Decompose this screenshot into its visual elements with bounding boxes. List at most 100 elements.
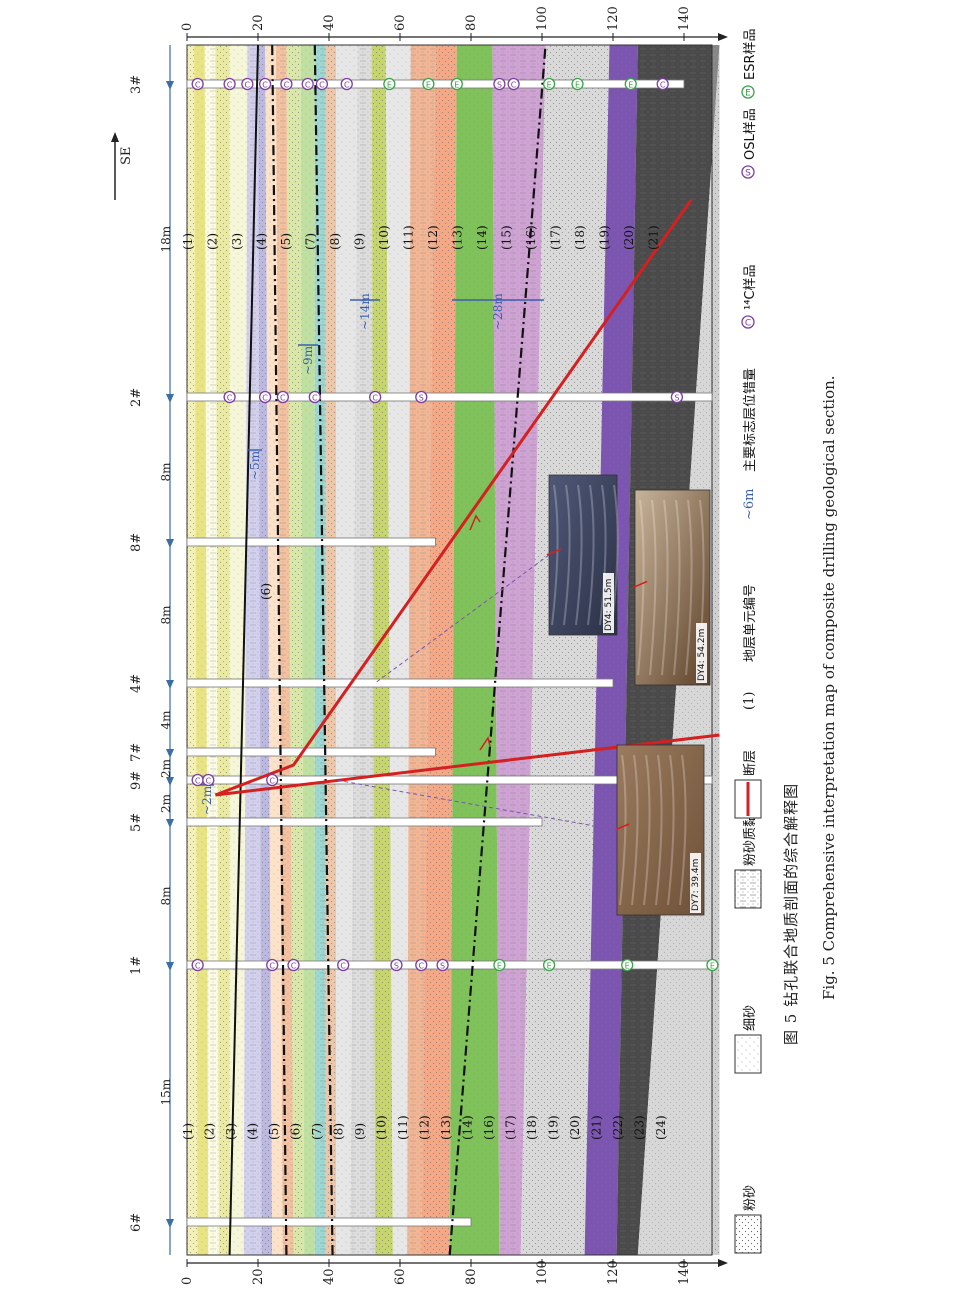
borehole-label: 5#	[129, 813, 144, 832]
esr-sample-marker	[542, 958, 556, 972]
c14-sample-marker	[223, 390, 236, 404]
esr-sample-marker	[542, 77, 556, 91]
borehole-marker	[166, 1219, 174, 1228]
legend-sample-symbol: C	[745, 319, 751, 329]
borehole-label: 6#	[129, 1213, 144, 1232]
section-frame	[186, 44, 713, 1256]
unit-number-right: (15)	[500, 225, 514, 250]
esr-sample-marker	[624, 77, 637, 91]
c14-sample-symbol: C	[245, 81, 251, 90]
depth-tick-label: 20	[251, 1268, 266, 1285]
legend-item-osl: S OSL样品	[741, 108, 758, 179]
borehole-label: 3#	[129, 75, 144, 94]
unit-number-right: (2)	[206, 233, 220, 250]
c14-sample-symbol: C	[195, 777, 201, 786]
depth-tick-label: 60	[393, 14, 408, 31]
c14-sample-symbol: C	[284, 81, 290, 90]
osl-sample-symbol: S	[419, 394, 424, 403]
borehole-spacing-label: 8m	[159, 886, 173, 906]
unit-number-left: (23)	[633, 1115, 647, 1140]
photo-link	[374, 554, 550, 684]
stratum-texture	[371, 45, 393, 1255]
legend-item-fault: 断层	[734, 750, 762, 819]
legend-label: 地层单元编号	[743, 584, 758, 662]
osl-sample-symbol: S	[674, 394, 679, 403]
unit-number-right: (4)	[255, 233, 269, 250]
borehole-label: 9#	[129, 771, 144, 790]
c14-sample-symbol: C	[269, 777, 275, 786]
legend-item-fine-sand: 细砂	[734, 1005, 762, 1074]
photo-label-bg	[690, 853, 701, 913]
unit-number-left: (22)	[611, 1115, 625, 1140]
c14-sample-symbol: C	[262, 394, 268, 403]
stratum-texture	[350, 45, 376, 1255]
photo-depth-label: DY4: 54.2m	[697, 629, 707, 681]
borehole-spacing-label: 18m	[159, 225, 173, 252]
esr-sample-symbol: E	[497, 962, 502, 971]
esr-sample-symbol: E	[547, 81, 552, 90]
c14-sample-symbol: C	[419, 962, 425, 971]
unit-number-right: (11)	[402, 225, 416, 250]
offset-label: ~5m	[248, 450, 262, 480]
depth-tick-label: 0	[180, 1277, 195, 1285]
photo-pointer	[614, 823, 630, 831]
unit-number-left: (7)	[310, 1123, 324, 1140]
offset-label: ~28m	[491, 293, 505, 330]
esr-sample-marker	[383, 77, 396, 91]
unit-number-left: (18)	[525, 1115, 539, 1140]
depth-axis-bottom-arrow	[718, 1259, 728, 1267]
marker-horizon	[313, 44, 334, 1256]
legend-sample-marker	[741, 165, 755, 179]
legend-label: 主要标志层位错量	[743, 368, 758, 472]
unit-number-right: (7)	[304, 233, 318, 250]
legend-swatch	[734, 1214, 762, 1254]
offset-label: ~14m	[358, 293, 372, 330]
c14-sample-symbol: C	[305, 81, 311, 90]
unit-number-left: (17)	[504, 1115, 518, 1140]
c14-sample-symbol: C	[227, 394, 233, 403]
borehole-core	[186, 817, 543, 827]
esr-sample-symbol: E	[547, 962, 552, 971]
unit-number-left: (3)	[224, 1123, 238, 1140]
c14-sample-marker	[266, 773, 279, 787]
stratum-texture	[204, 45, 219, 1255]
core-photo-texture	[551, 484, 559, 626]
esr-sample-symbol: E	[426, 81, 431, 90]
esr-sample-marker	[493, 958, 506, 972]
stratum-texture	[584, 45, 638, 1255]
borehole-marker	[166, 777, 174, 786]
core-photo	[616, 744, 705, 916]
unit-number-right: (19)	[598, 225, 612, 250]
borehole-core	[186, 537, 436, 547]
depth-tick-label: 100	[535, 6, 550, 31]
core-photo-texture	[599, 484, 607, 626]
esr-sample-marker	[706, 958, 719, 972]
core-photo-texture	[679, 754, 687, 906]
core-photo-texture	[563, 484, 571, 626]
esr-sample-symbol: E	[387, 81, 392, 90]
photo-depth-label: DY7: 39.4m	[691, 859, 701, 911]
legend-item-marker-offset: ~6m 主要标志层位错量	[742, 368, 758, 520]
photo-label-bg	[696, 623, 707, 683]
unit-number-right: (20)	[622, 225, 636, 250]
stratum-texture	[258, 45, 273, 1255]
depth-tick-label: 140	[677, 6, 692, 31]
c14-sample-symbol: C	[206, 777, 212, 786]
overlay-features: 0 20 40 60 80 100 120 140 0 20 40 60 80 100 120 140 6# 1#…	[111, 6, 762, 1285]
c14-sample-marker	[308, 390, 321, 404]
borehole-spacing-label: 8m	[159, 462, 173, 482]
unit-number-left: (11)	[396, 1115, 410, 1140]
legend-item-unit-number: (1) 地层单元编号	[742, 584, 758, 710]
c14-sample-symbol: C	[227, 81, 233, 90]
depth-tick-label: 80	[464, 14, 479, 31]
stratum-texture	[449, 45, 500, 1255]
unit-number-left: (6)	[289, 1123, 303, 1140]
c14-sample-marker	[415, 958, 428, 972]
legend-sample-marker	[741, 85, 755, 99]
core-photo-texture	[637, 499, 645, 676]
stratum-texture	[265, 45, 283, 1255]
core-photo-texture	[673, 499, 681, 676]
c14-sample-marker	[258, 390, 272, 404]
unit-number-left: (5)	[267, 1123, 281, 1140]
